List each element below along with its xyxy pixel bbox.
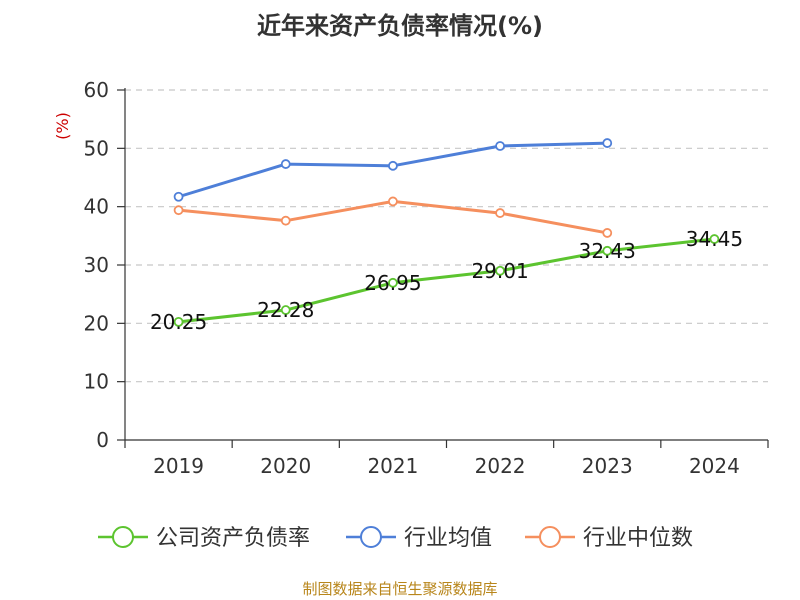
data-point	[495, 208, 505, 218]
y-tick-label: 60	[84, 78, 109, 102]
y-tick-label: 50	[84, 136, 109, 160]
legend-marker	[112, 526, 134, 548]
data-point	[602, 228, 613, 238]
data-point	[495, 265, 505, 276]
data-point	[173, 316, 184, 327]
y-tick-label: 40	[84, 195, 109, 219]
y-tick-label: 10	[84, 370, 109, 394]
data-point	[602, 245, 613, 256]
chart-title: 近年来资产负债率情况(%)	[257, 12, 543, 40]
y-axis-unit-label: (%)	[53, 112, 72, 140]
data-point	[495, 141, 505, 151]
data-label: 29.01	[471, 259, 528, 283]
data-point	[388, 277, 398, 288]
y-tick-label: 20	[84, 311, 109, 335]
data-point	[280, 305, 291, 315]
legend-marker	[539, 526, 561, 548]
x-tick-label: 2019	[153, 454, 204, 478]
data-point	[709, 234, 720, 244]
legend: 公司资产负债率 行业均值 行业中位数	[98, 526, 693, 551]
data-point	[388, 196, 398, 207]
legend-label: 行业均值	[404, 526, 492, 551]
data-label: 20.25	[150, 310, 207, 334]
legend-label: 公司资产负债率	[156, 526, 310, 551]
axes: 0 10 20 30 40 50 60 2019 2020 2021 2022 2023 2024	[84, 78, 769, 478]
legend-marker	[360, 526, 382, 548]
data-point	[280, 215, 291, 226]
x-tick-label: 2023	[582, 454, 633, 478]
x-tick-label: 2022	[475, 454, 526, 478]
data-point	[173, 191, 184, 202]
data-label: 26.95	[364, 271, 421, 295]
data-point	[388, 160, 398, 171]
x-tick-label: 2020	[260, 454, 311, 478]
x-tick-label: 2021	[367, 454, 418, 478]
x-tick-label: 2024	[689, 454, 740, 478]
data-label: 32.43	[579, 239, 636, 263]
series	[173, 138, 720, 327]
data-point	[602, 138, 613, 148]
data-label: 22.28	[257, 298, 314, 322]
data-labels: 20.25 22.28 26.95 29.01 32.43 34.45	[150, 227, 743, 334]
data-label: 34.45	[686, 227, 743, 251]
series-line	[178, 237, 715, 324]
data-point	[280, 159, 291, 169]
y-tick-label: 0	[96, 428, 109, 452]
data-point	[173, 205, 184, 216]
source-note: 制图数据来自恒生聚源数据库	[302, 580, 498, 598]
legend-label: 行业中位数	[583, 526, 693, 551]
y-tick-label: 30	[84, 253, 109, 277]
grid-lines	[125, 89, 768, 383]
